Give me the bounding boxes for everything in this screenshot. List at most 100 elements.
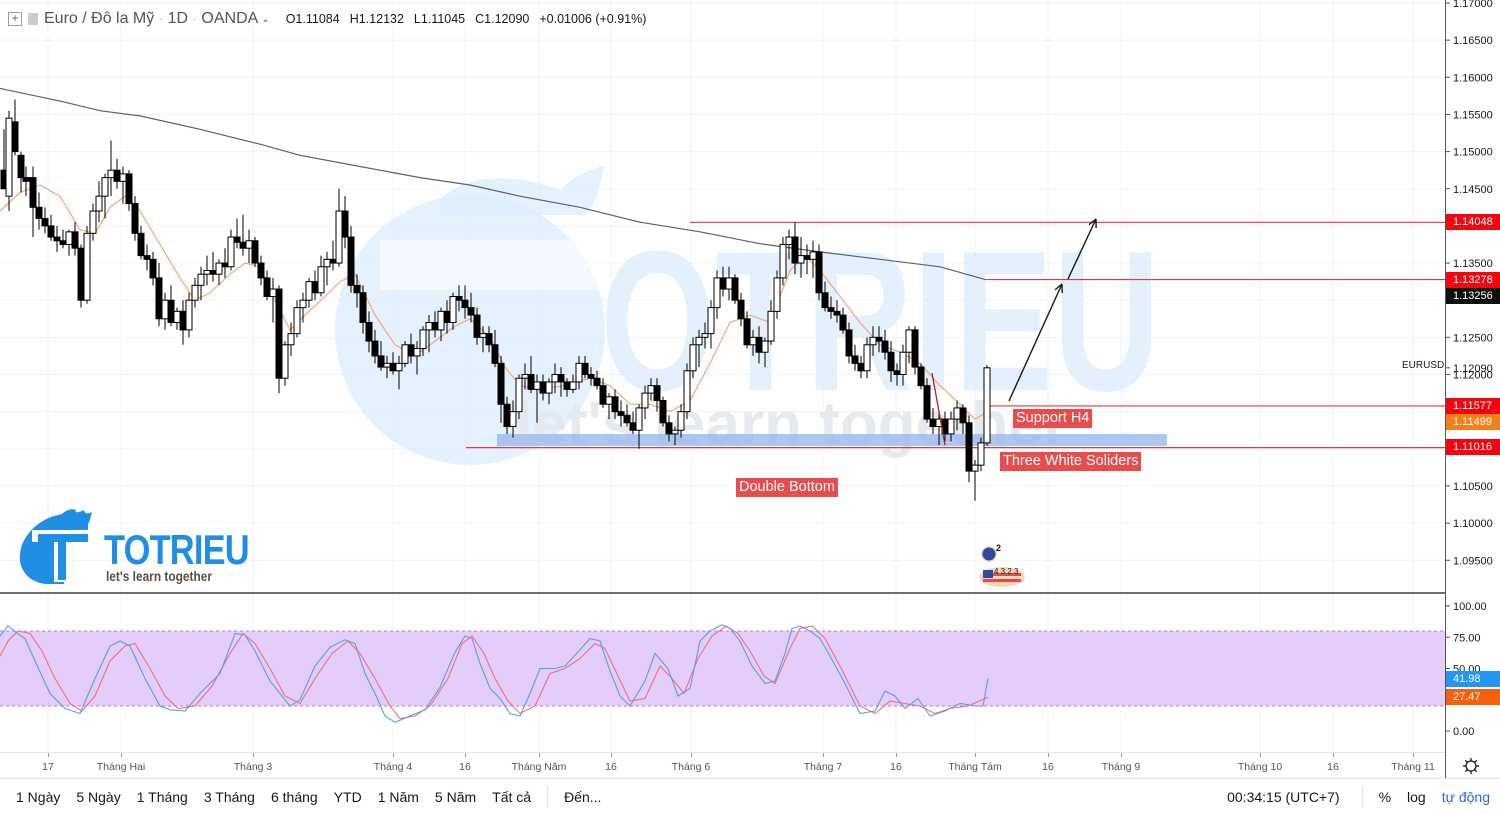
symbol-legend: + Euro / Đô la Mỹ · 1D · OANDA ⌄ O1.1108… xyxy=(8,8,646,30)
range-all[interactable]: Tất cả xyxy=(492,788,532,805)
totrieu-logo: TOTRIEU let's learn together xyxy=(18,508,250,588)
log-scale-toggle[interactable]: log xyxy=(1407,788,1426,805)
svg-text:1.16000: 1.16000 xyxy=(1453,72,1493,84)
time-tick-mark xyxy=(691,753,692,757)
time-tick-label: Tháng 11 xyxy=(1391,761,1435,773)
separator-dot: · xyxy=(193,13,197,25)
symbol-name[interactable]: Euro / Đô la Mỹ xyxy=(44,10,155,27)
time-tick-mark xyxy=(975,753,976,757)
add-symbol-icon[interactable]: + xyxy=(8,12,22,26)
price-change: +0.01006 (+0.91%) xyxy=(539,12,647,26)
time-tick-mark xyxy=(539,753,540,757)
logo-slogan-text: let's learn together xyxy=(106,568,212,584)
chevron-down-icon[interactable]: ⌄ xyxy=(261,13,270,25)
range-5-days[interactable]: 5 Ngày xyxy=(76,788,121,805)
svg-text:1.17000: 1.17000 xyxy=(1453,0,1493,10)
range-5-years[interactable]: 5 Năm xyxy=(434,788,477,805)
time-tick-label: 17 xyxy=(42,761,54,773)
time-tick-label: Tháng 4 xyxy=(373,761,413,773)
ohlc-high: H1.12132 xyxy=(349,12,404,26)
time-tick-label: 16 xyxy=(605,761,617,773)
range-3-months[interactable]: 3 Tháng xyxy=(203,788,255,805)
price-tag-ema: 1.11499 xyxy=(1446,414,1500,430)
stochastic-k-line xyxy=(0,624,989,723)
svg-text:1.12090: 1.12090 xyxy=(1453,363,1493,375)
symbol-price-label: EURUSD xyxy=(1402,360,1445,371)
support-h4-label[interactable]: Support H4 xyxy=(1013,409,1093,428)
stochastic-d-line xyxy=(0,625,989,720)
horizontal-levels[interactable] xyxy=(466,221,1445,449)
time-tick-mark xyxy=(896,753,897,757)
time-tick-label: Tháng 3 xyxy=(233,761,273,773)
svg-text:2: 2 xyxy=(996,543,1001,553)
support-zone[interactable] xyxy=(497,434,1167,446)
svg-text:1.12000: 1.12000 xyxy=(1453,370,1493,382)
time-tick-mark xyxy=(253,753,254,757)
time-tick-label: Tháng Hai xyxy=(96,761,146,773)
time-tick-mark xyxy=(1333,753,1334,757)
toolbar-divider xyxy=(547,785,549,808)
candlestick-series xyxy=(0,99,991,501)
percent-scale-toggle[interactable]: % xyxy=(1378,788,1392,805)
price-chart-canvas[interactable]: OTRIEU let's learn together 1.17000 1.1650… xyxy=(0,0,1500,594)
time-tick-label: Tháng 7 xyxy=(803,761,843,773)
logo-brand-text: TOTRIEU xyxy=(104,526,250,573)
stochastic-band xyxy=(0,631,1445,706)
price-tag-resistance-1: 1.14048 xyxy=(1446,214,1500,230)
interval-label[interactable]: 1D xyxy=(167,10,189,27)
exchange-label[interactable]: OANDA xyxy=(201,10,259,27)
time-tick-mark xyxy=(611,753,612,757)
svg-text:OTRIEU: OTRIEU xyxy=(600,210,1160,433)
svg-text:1.12500: 1.12500 xyxy=(1453,332,1493,344)
time-tick-mark xyxy=(1413,753,1414,757)
svg-text:1.13500: 1.13500 xyxy=(1453,258,1493,270)
projection-arrows[interactable] xyxy=(931,218,1097,446)
auto-scale-toggle[interactable]: tự động xyxy=(1441,788,1490,805)
settings-gear-icon[interactable] xyxy=(1460,755,1482,777)
bottom-toolbar: 1 Ngày 5 Ngày 1 Tháng 3 Tháng 6 tháng YT… xyxy=(0,778,1500,814)
time-tick-label: Tháng Năm xyxy=(511,761,567,773)
range-1-year[interactable]: 1 Năm xyxy=(377,788,419,805)
three-white-soldiers-label[interactable]: Three White Soliders xyxy=(1000,452,1142,471)
price-tag-sma: 1.13256 xyxy=(1446,288,1500,304)
stoch-k-tag: 41.98 xyxy=(1446,671,1500,687)
logo-mark-icon xyxy=(19,509,92,584)
svg-text:1.15000: 1.15000 xyxy=(1453,147,1493,159)
time-tick-label: Tháng 6 xyxy=(671,761,711,773)
toolbar-divider xyxy=(1361,785,1363,808)
goto-date-button[interactable]: Đến... xyxy=(564,788,602,805)
svg-text:1.16500: 1.16500 xyxy=(1453,35,1493,47)
price-axis-border xyxy=(1445,0,1446,778)
range-6-months[interactable]: 6 tháng xyxy=(270,788,318,805)
svg-text:1.10500: 1.10500 xyxy=(1453,481,1493,493)
time-tick-mark xyxy=(121,753,122,757)
time-tick-label: Tháng Tám xyxy=(948,761,1002,773)
svg-text:1.14500: 1.14500 xyxy=(1453,184,1493,196)
ohlc-low: L1.11045 xyxy=(413,12,466,26)
time-tick-label: 16 xyxy=(890,761,902,773)
timezone-clock[interactable]: 00:34:15 (UTC+7) xyxy=(1227,788,1340,805)
price-axis-ticks: 1.17000 1.16500 1.16000 1.15500 1.15000 1.145… xyxy=(1445,0,1493,567)
time-tick-label: 16 xyxy=(1327,761,1339,773)
time-tick-mark xyxy=(48,753,49,757)
pane-separator[interactable] xyxy=(0,592,1445,594)
stoch-d-tag: 27.47 xyxy=(1446,689,1500,705)
time-tick-mark xyxy=(465,753,466,757)
time-tick-mark xyxy=(1048,753,1049,757)
range-1-day[interactable]: 1 Ngày xyxy=(16,788,61,805)
double-bottom-label[interactable]: Double Bottom xyxy=(736,478,838,497)
time-axis[interactable]: 17 Tháng Hai Tháng 3 Tháng 4 16 Tháng Năm 16 Th… xyxy=(0,752,1445,778)
time-tick-mark xyxy=(823,753,824,757)
svg-text:1.09500: 1.09500 xyxy=(1453,555,1493,567)
price-tag-support-h4: 1.11577 xyxy=(1446,398,1500,414)
ohlc-open: O1.11084 xyxy=(285,12,340,26)
time-tick-label: Tháng 10 xyxy=(1237,761,1283,773)
ohlc-close: C1.12090 xyxy=(475,12,530,26)
range-ytd[interactable]: YTD xyxy=(333,788,362,805)
range-1-month[interactable]: 1 Tháng xyxy=(136,788,188,805)
svg-text:100.00: 100.00 xyxy=(1453,601,1487,613)
time-tick-mark xyxy=(393,753,394,757)
